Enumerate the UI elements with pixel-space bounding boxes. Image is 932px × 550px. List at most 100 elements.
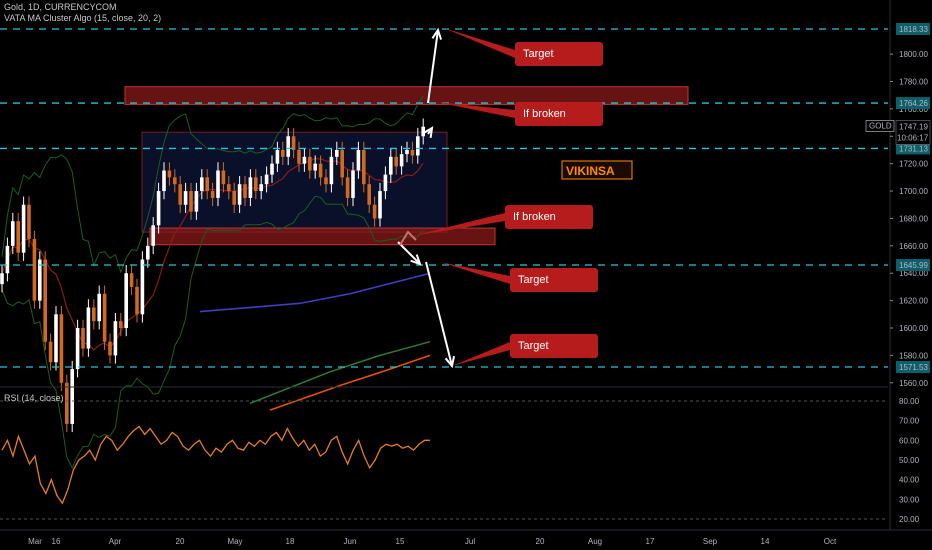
x-tick-label: Sep [703,537,718,546]
candle-body [43,259,47,342]
price-tag-bg [896,361,930,373]
arrow-down-break [397,241,421,265]
candle-body [237,184,242,205]
candle-body [70,369,74,424]
arrow-down-break-head [410,254,422,266]
y-tick-label: 1560.00 [899,379,928,388]
price-tag-bg [896,23,930,35]
candle-body [162,170,166,192]
candle-body [313,163,317,171]
price-tag-bg [896,142,930,155]
candle-body [167,170,172,178]
callout-text-3: Target [518,274,549,286]
indicator-title: VATA MA Cluster Algo (15, close, 20, 2) [4,13,162,23]
candle-body [297,149,301,164]
price-tag-label: 1764.26 [899,99,928,108]
candle-body [32,238,37,301]
candle-body [27,204,31,239]
candle-body [405,149,409,155]
x-tick-label: 16 [52,537,61,546]
candle-body [48,341,53,363]
break-marker [399,230,417,246]
rsi-tick-label: 40.00 [899,476,920,485]
x-tick-label: 20 [536,537,545,546]
x-tick-label: Jun [344,537,357,546]
x-tick-label: Aug [588,537,602,546]
candle-body [394,156,398,167]
ma-line-green [249,340,431,405]
candle-body [5,245,10,274]
candle-body [86,307,91,349]
candle-body [173,177,177,185]
candle-body [227,184,231,192]
callout-text-2: If broken [513,211,556,223]
callout-pointer-0 [444,28,515,58]
y-tick-label: 1720.00 [899,160,928,169]
x-tick-label: 20 [176,537,185,546]
candle-body [356,149,361,171]
price-tag-bg [896,259,930,272]
y-tick-label: 1580.00 [899,351,928,360]
arrow-current-head [422,126,434,139]
candle-body [264,174,269,185]
price-tag-label: 1645.99 [899,261,928,270]
candle-body [156,191,161,226]
band-lower [1,195,424,470]
y-tick-label: 1640.00 [899,269,928,278]
candle-body [367,184,371,205]
candle-body [59,314,64,383]
callout-box-0 [515,42,603,66]
candle-body [124,273,128,329]
candle-body [248,177,253,198]
callout-box-4 [510,334,598,358]
candle-body [416,136,420,156]
candle-body [281,149,285,157]
current-symbol: GOLD [869,121,892,130]
candle-body [135,286,139,315]
candle-body [308,156,312,171]
candle-body [97,293,101,322]
y-tick-label: 1800.00 [899,50,928,59]
callout-box-1 [515,102,603,126]
candle-body [81,328,85,349]
candle-body [146,245,150,260]
candle-body [345,177,350,198]
candle-body [221,170,226,185]
candle-body [11,221,15,246]
current-countdown: 10:06:17 [897,133,929,142]
candle-body [21,204,26,253]
candle-body [378,191,382,219]
arrow-up-target-head [431,27,443,40]
arrow-down-target [425,261,453,367]
x-tick-label: 17 [646,537,655,546]
current-price: 1747.19 [899,122,928,131]
candle-body [275,149,280,164]
candle-body [16,221,20,253]
y-tick-label: 1660.00 [899,242,928,251]
candle-body [200,177,204,192]
y-tick-label: 1680.00 [899,214,928,223]
candle-body [270,163,274,175]
candle-body [254,177,258,192]
current-price-box [895,120,931,145]
candle-body [318,163,323,178]
x-tick-label: Jul [465,537,475,546]
callout-pointer-2 [412,213,505,236]
rsi-tick-label: 20.00 [899,515,920,524]
ma-line-blue [199,272,431,313]
candle-body [372,204,377,219]
rsi-tick-label: 50.00 [899,456,920,465]
candle-body [286,136,290,157]
callout-box-3 [510,268,598,292]
x-tick-label: 14 [761,537,770,546]
callout-pointer-1 [436,102,515,118]
candle-body [178,184,182,205]
x-tick-label: 15 [396,537,405,546]
y-tick-label: 1620.00 [899,297,928,306]
candle-body [399,154,404,167]
candle-body [75,328,80,370]
price-tag-label: 1571.53 [899,363,928,372]
price-tag-label: 1731.13 [899,144,928,153]
y-tick-label: 1760.00 [899,105,928,114]
